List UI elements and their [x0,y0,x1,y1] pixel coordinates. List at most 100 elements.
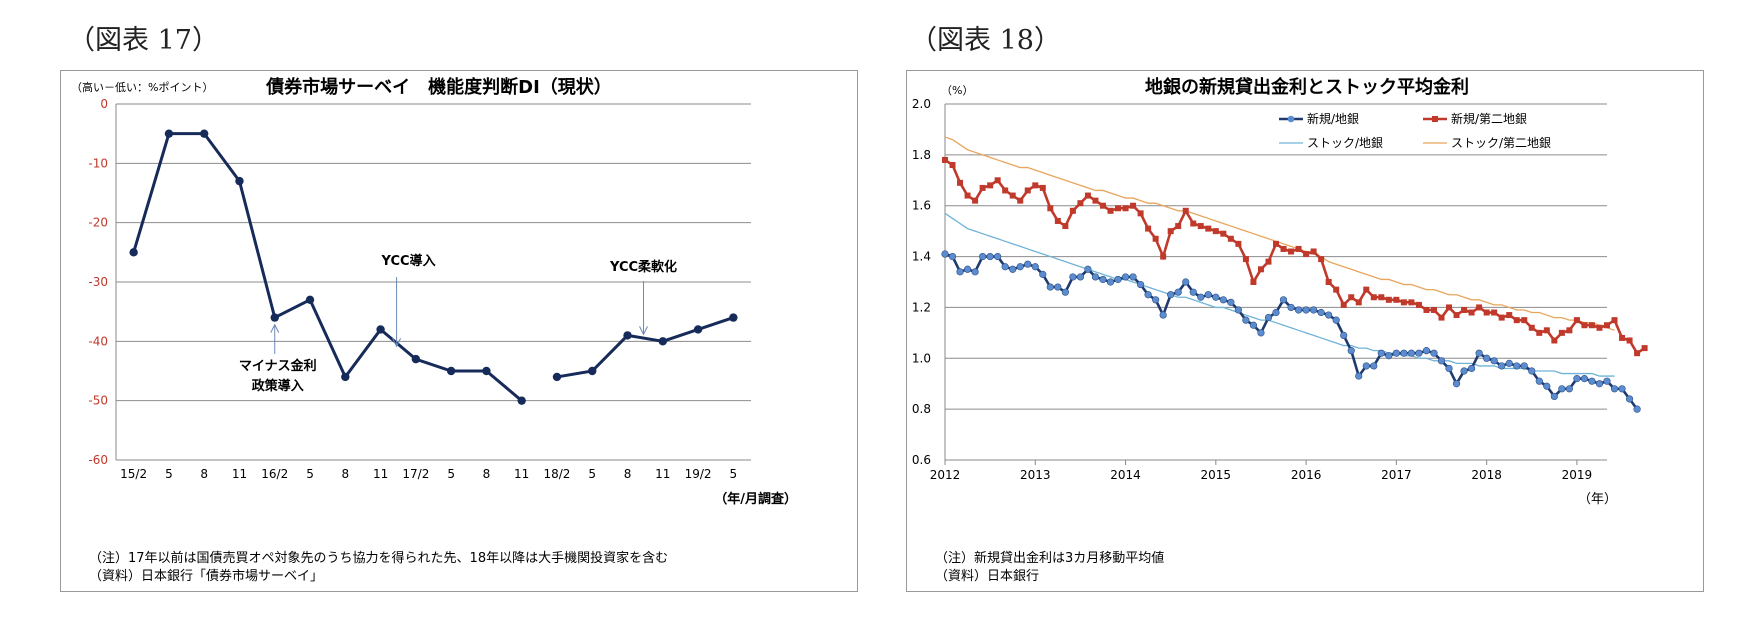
data-point [1099,202,1106,209]
x-tick-label: 19/2 [685,467,712,481]
data-point [1490,357,1498,365]
annotation-arrowhead [639,326,648,336]
x-tick-label: 2012 [930,468,961,482]
data-point [1031,263,1039,271]
y-tick-label: 0.6 [912,453,931,467]
x-tick-label: 8 [341,467,349,481]
series-line [944,136,1615,331]
figure-17-label: （図表 17） [68,25,219,56]
data-point [1468,309,1475,316]
data-point [1580,375,1589,383]
x-tick-label: 11 [655,467,670,481]
data-point [1167,228,1174,235]
y-tick-label: 1.2 [912,300,931,314]
data-point [1257,266,1264,273]
data-point [1581,322,1588,329]
data-point [1378,294,1385,301]
data-point [341,372,350,382]
data-point [1107,207,1114,214]
data-point [164,129,174,138]
data-point [1604,322,1610,329]
data-point [1295,245,1302,252]
data-point [1498,362,1506,370]
data-point [411,354,421,364]
data-point [1062,223,1069,230]
data-point [1603,377,1611,385]
x-tick-label: 17/2 [402,467,429,481]
data-point [1475,349,1483,357]
data-point [1362,362,1370,370]
data-point [1024,187,1031,194]
data-point [979,184,986,191]
x-tick-label: 5 [730,467,738,481]
data-point [1498,314,1505,321]
data-point [1257,329,1265,337]
annotation-text: YCC導入 [381,253,436,269]
legend-label: ストック/第二地銀 [1451,136,1551,150]
data-point [1588,322,1595,329]
data-point [1227,298,1235,306]
note-left-1: （注）17年以前は国債売買オペ対象先のうち協力を得られた先、18年以降は大手機関… [89,551,669,566]
data-point [1017,197,1024,204]
data-point [1348,294,1355,301]
legend-item: ストック/第二地銀 [1423,136,1551,150]
data-point [1634,350,1641,357]
data-point [517,396,526,405]
data-point [1159,311,1167,319]
data-point [1054,217,1061,224]
data-point [1310,248,1317,255]
notes-right: （注）新規貸出金利は3カ月移動平均値 （資料）日本銀行 [935,550,1164,586]
data-point [1491,309,1498,316]
data-point [1167,291,1175,299]
data-point [446,366,456,376]
data-point [1370,294,1377,301]
data-point [957,179,964,186]
x-tick-label: 5 [447,467,455,481]
data-point [1264,314,1273,322]
data-point [1145,225,1152,232]
data-point [1332,316,1340,324]
data-point [1446,304,1453,311]
data-point [1422,347,1431,355]
y-tick-label: -40 [88,334,108,348]
data-point [1535,377,1543,385]
data-point [1625,395,1634,403]
data-point [1573,375,1581,383]
data-point [1618,385,1626,393]
y-tick-label: 2.0 [912,97,931,111]
data-point [1249,321,1258,329]
data-point [1047,205,1054,212]
data-point [1393,296,1400,303]
figure-18-label: （図表 18） [910,25,1061,56]
data-point [1189,288,1197,296]
data-point [1294,306,1303,314]
data-point [1408,299,1415,306]
data-point [1325,311,1333,319]
data-point [1250,279,1257,285]
dealer-survey-chart: 債券市場サーベイ 機能度判断DI（現状） （高い－低い：%ポイント） 0 -10 -20… [71,76,797,507]
data-point [482,366,491,376]
data-point [1558,385,1566,393]
data-point [1121,273,1130,281]
data-point [1363,286,1370,293]
series-line [944,252,1639,410]
y-tick-label: -10 [88,156,108,170]
series-line [944,212,1615,377]
data-point [1400,349,1408,357]
series-line [132,132,523,402]
x-tick-label: 2014 [1110,468,1141,482]
y-axis-label: （%） [941,84,973,97]
data-point [956,268,964,276]
data-point [1318,256,1325,263]
data-point [1513,362,1521,370]
data-point [1445,364,1453,373]
legend-item: 新規/第二地銀 [1423,111,1527,126]
legend-item: 新規/地銀 [1279,111,1359,126]
data-point [994,177,1001,184]
data-point [1280,245,1287,252]
y-tick-label: 1.6 [912,199,931,213]
data-point [1610,385,1619,393]
data-point [1265,258,1272,265]
legend-item: ストック/地銀 [1279,136,1383,150]
data-point [305,295,315,304]
